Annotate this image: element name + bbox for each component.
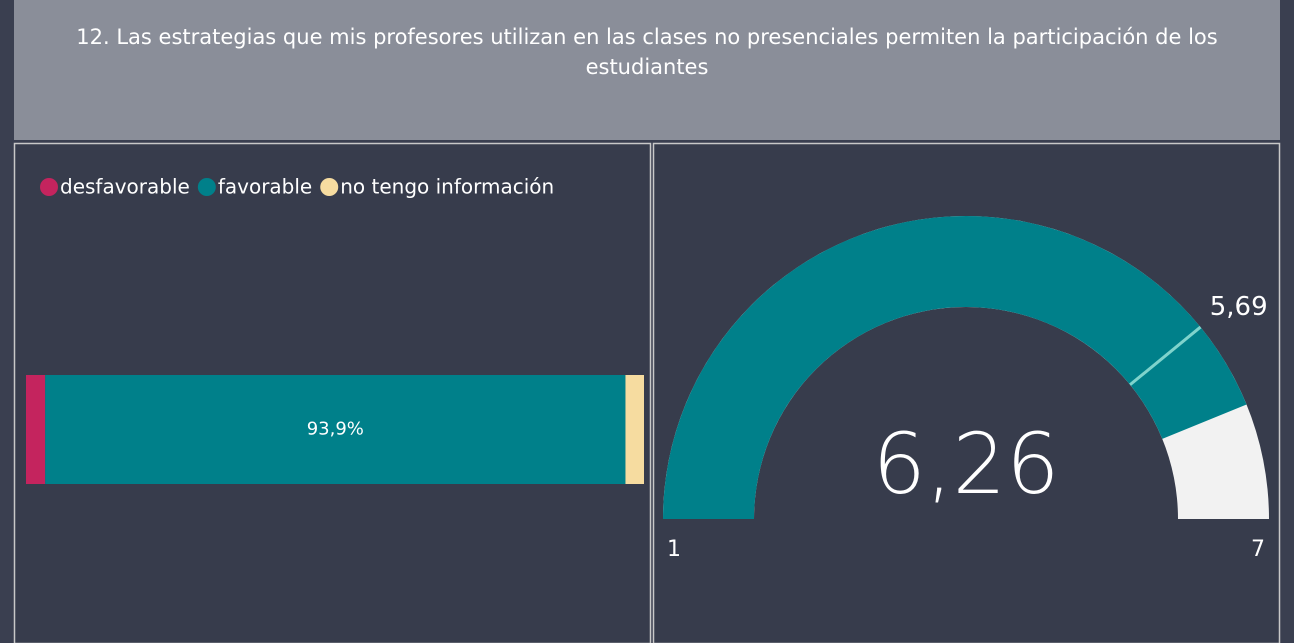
legend-marker <box>320 178 339 196</box>
gauge-value-label: 6,26 <box>872 415 1059 513</box>
gauge-value <box>663 215 1247 520</box>
bar-segment <box>45 375 626 484</box>
legend-label: desfavorable <box>60 175 190 199</box>
legend-marker <box>40 178 58 196</box>
gauge-min-label: 1 <box>667 537 681 562</box>
data-label: 93,9% <box>307 419 364 440</box>
gauge-max-label: 7 <box>1251 537 1265 562</box>
legend-label: favorable <box>218 175 312 199</box>
header-title: 12. Las estrategias que mis profesores u… <box>14 0 1280 140</box>
gauge-target <box>1129 325 1202 386</box>
legend-marker <box>197 178 216 196</box>
bar-segment <box>625 375 644 484</box>
bar-segment <box>26 375 46 484</box>
target-label: 5,69 <box>1210 292 1268 322</box>
legend-label: no tengo información <box>340 175 554 199</box>
